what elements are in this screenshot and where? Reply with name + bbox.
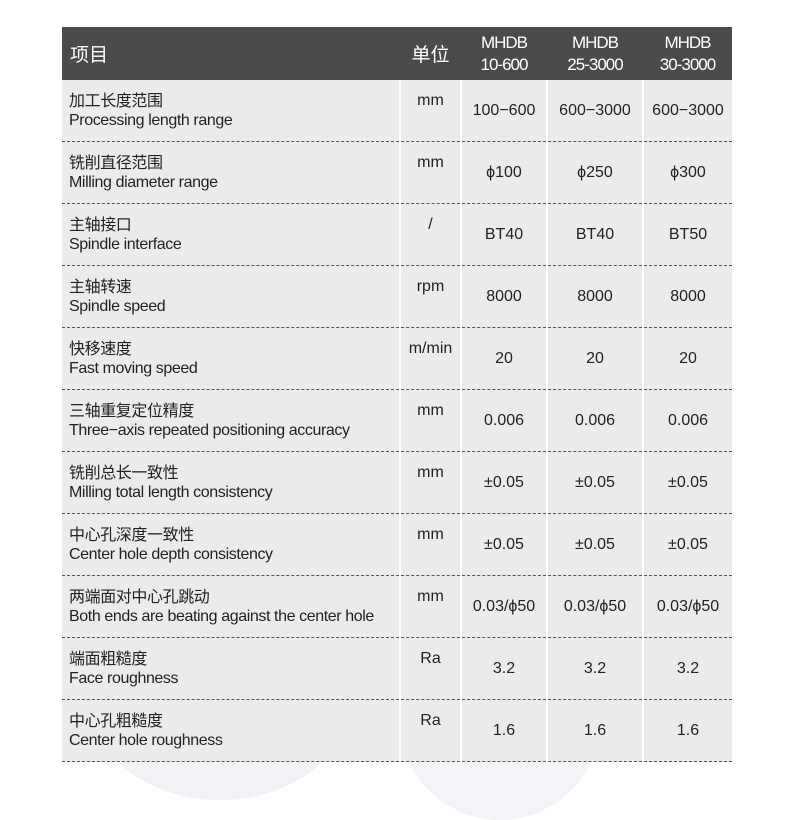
spec-name: 快移速度 Fast moving speed [62, 327, 400, 390]
spec-unit: rpm [399, 265, 461, 328]
table-row: 中心孔粗糙度 Center hole roughness Ra 1.6 1.6 1.6 [62, 699, 732, 762]
spec-unit: mm [399, 575, 461, 638]
spec-value: BT50 [642, 203, 732, 266]
spec-value: 600−3000 [642, 80, 732, 142]
spec-name: 加工长度范围 Processing length range [62, 80, 400, 142]
spec-value: 20 [460, 327, 547, 390]
table-row: 三轴重复定位精度 Three−axis repeated positioning … [62, 389, 732, 452]
spec-name: 主轴转速 Spindle speed [62, 265, 400, 328]
spec-value: ϕ250 [546, 141, 643, 204]
spec-value: 0.006 [460, 389, 547, 452]
spec-table: 项目 单位 MHDB 10-600 MHDB 25-3000 MHDB 30-3000… [62, 27, 732, 762]
spec-value: 0.03/ϕ50 [546, 575, 643, 638]
table-row: 主轴转速 Spindle speed rpm 8000 8000 8000 [62, 265, 732, 328]
spec-value: 1.6 [460, 699, 547, 762]
spec-value: ±0.05 [460, 513, 547, 576]
spec-value: 1.6 [642, 699, 732, 762]
spec-unit: mm [399, 451, 461, 514]
spec-unit: Ra [399, 699, 461, 762]
table-row: 中心孔深度一致性 Center hole depth consistency mm ±… [62, 513, 732, 576]
spec-value: ±0.05 [642, 513, 732, 576]
spec-value: ϕ100 [460, 141, 547, 204]
header-model: MHDB 30-3000 [643, 27, 732, 80]
spec-value: 20 [546, 327, 643, 390]
spec-unit: mm [399, 513, 461, 576]
spec-value: 100−600 [460, 80, 547, 142]
spec-value: 8000 [460, 265, 547, 328]
spec-value: 20 [642, 327, 732, 390]
spec-value: ±0.05 [460, 451, 547, 514]
spec-value: ±0.05 [546, 451, 643, 514]
spec-value: 0.006 [642, 389, 732, 452]
spec-value: 8000 [642, 265, 732, 328]
spec-name: 两端面对中心孔跳动 Both ends are beating against t… [62, 575, 400, 638]
spec-value: 600−3000 [546, 80, 643, 142]
table-row: 加工长度范围 Processing length range mm 100−600 60… [62, 80, 732, 142]
table-row: 主轴接口 Spindle interface / BT40 BT40 BT50 [62, 203, 732, 266]
table-row: 铣削直径范围 Milling diameter range mm ϕ100 ϕ250 ϕ3… [62, 141, 732, 204]
spec-value: 0.03/ϕ50 [460, 575, 547, 638]
spec-name: 中心孔深度一致性 Center hole depth consistency [62, 513, 400, 576]
spec-value: BT40 [546, 203, 643, 266]
spec-unit: mm [399, 80, 461, 142]
spec-value: ±0.05 [642, 451, 732, 514]
header-row: 项目 单位 MHDB 10-600 MHDB 25-3000 MHDB 30-3000 [62, 27, 732, 80]
header-item: 项目 [62, 27, 400, 80]
spec-name: 中心孔粗糙度 Center hole roughness [62, 699, 400, 762]
spec-name: 铣削总长一致性 Milling total length consistency [62, 451, 400, 514]
spec-value: 1.6 [546, 699, 643, 762]
header-unit: 单位 [400, 27, 461, 80]
table-row: 快移速度 Fast moving speed m/min 20 20 20 [62, 327, 732, 390]
table-row: 铣削总长一致性 Milling total length consistency m… [62, 451, 732, 514]
spec-unit: mm [399, 389, 461, 452]
spec-name: 铣削直径范围 Milling diameter range [62, 141, 400, 204]
spec-value: 0.03/ϕ50 [642, 575, 732, 638]
spec-unit: mm [399, 141, 461, 204]
spec-unit: m/min [399, 327, 461, 390]
header-model: MHDB 10-600 [461, 27, 547, 80]
spec-value: 0.006 [546, 389, 643, 452]
header-model: MHDB 25-3000 [547, 27, 643, 80]
table-row: 两端面对中心孔跳动 Both ends are beating against t… [62, 575, 732, 638]
spec-unit: / [399, 203, 461, 266]
spec-name: 主轴接口 Spindle interface [62, 203, 400, 266]
spec-value: BT40 [460, 203, 547, 266]
spec-value: ϕ300 [642, 141, 732, 204]
spec-value: ±0.05 [546, 513, 643, 576]
spec-name: 三轴重复定位精度 Three−axis repeated positioning … [62, 389, 400, 452]
spec-value: 8000 [546, 265, 643, 328]
